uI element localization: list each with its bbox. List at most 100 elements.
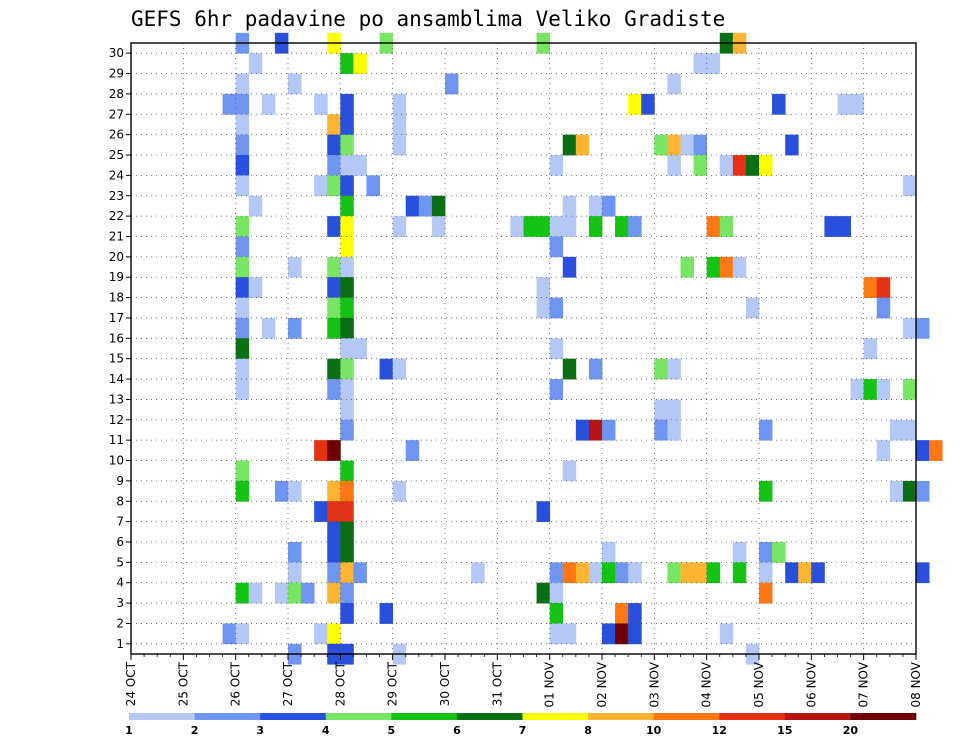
heatmap-cell — [392, 216, 407, 237]
heatmap-cell — [588, 195, 603, 217]
heatmap-cell — [340, 582, 354, 604]
heatmap-cell — [680, 256, 694, 278]
heatmap-cell — [916, 480, 930, 502]
heatmap-cell — [667, 73, 681, 95]
heatmap-cell — [235, 480, 250, 502]
heatmap-cell — [876, 297, 891, 319]
heatmap-cell — [288, 562, 302, 584]
heatmap-cell — [549, 155, 564, 176]
heatmap-cell — [327, 134, 341, 156]
heatmap-cells — [222, 32, 943, 665]
heatmap-cell — [876, 379, 891, 400]
heatmap-cell — [340, 379, 354, 400]
heatmap-cell — [693, 134, 708, 156]
heatmap-cell — [667, 562, 681, 584]
heatmap-cell — [340, 358, 354, 380]
heatmap-cell — [706, 256, 721, 278]
heatmap-cell — [536, 277, 551, 298]
colorbar-swatch — [653, 713, 720, 720]
heatmap-cell — [588, 562, 603, 584]
heatmap-cell — [340, 134, 354, 156]
heatmap-cell — [615, 562, 629, 584]
y-tick-label: 14 — [109, 372, 124, 386]
y-tick-label: 5 — [116, 555, 124, 569]
heatmap-cell — [327, 480, 341, 502]
heatmap-cell — [588, 358, 603, 380]
heatmap-cell — [549, 338, 564, 360]
heatmap-cell — [327, 521, 341, 543]
heatmap-cell — [288, 256, 302, 278]
heatmap-cell — [248, 277, 263, 298]
y-tick-label: 19 — [109, 270, 124, 284]
heatmap-cell — [549, 603, 564, 624]
colorbar-label: 12 — [712, 724, 727, 737]
heatmap-cell — [379, 603, 394, 624]
heatmap-cell — [523, 216, 537, 237]
heatmap-cell — [902, 317, 917, 339]
heatmap-cell — [562, 216, 577, 237]
y-tick-label: 13 — [109, 392, 124, 406]
heatmap-cell — [706, 216, 721, 237]
heatmap-cell — [235, 175, 250, 197]
heatmap-cell — [235, 155, 250, 176]
x-tick-label: 30 OCT — [438, 661, 452, 706]
heatmap-cell — [615, 216, 629, 237]
heatmap-cell — [392, 114, 407, 136]
heatmap-cell — [327, 256, 341, 278]
heatmap-cell — [536, 297, 551, 319]
heatmap-cell — [431, 216, 446, 237]
x-tick-label: 28 OCT — [333, 661, 347, 706]
colorbar-label: 2 — [191, 724, 199, 737]
heatmap-cell — [719, 216, 734, 237]
heatmap-cell — [235, 358, 250, 380]
heatmap-cell — [340, 114, 354, 136]
heatmap-cell — [327, 216, 341, 237]
x-tick-label: 01 NOV — [543, 661, 557, 707]
colorbar-swatch — [129, 713, 195, 720]
heatmap-cell — [314, 175, 328, 197]
heatmap-cell — [759, 419, 773, 441]
heatmap-cell — [863, 277, 878, 298]
heatmap-cell — [693, 562, 708, 584]
heatmap-cell — [562, 256, 577, 278]
heatmap-cell — [654, 419, 668, 441]
heatmap-cell — [405, 195, 420, 217]
heatmap-cell — [889, 419, 904, 441]
heatmap-cell — [327, 297, 341, 319]
heatmap-cell — [314, 440, 328, 461]
heatmap-cell — [261, 93, 276, 115]
y-tick-label: 10 — [109, 454, 124, 468]
heatmap-cell — [562, 623, 577, 645]
colorbar-swatch — [588, 713, 654, 720]
heatmap-cell — [274, 480, 289, 502]
heatmap-cell — [314, 501, 328, 523]
heatmap-cell — [863, 379, 878, 400]
heatmap-cell — [615, 603, 629, 624]
heatmap-cell — [222, 93, 237, 115]
heatmap-cell — [759, 582, 773, 604]
x-tick-label: 31 OCT — [490, 661, 504, 706]
heatmap-cell — [667, 399, 681, 421]
x-tick-label: 24 OCT — [124, 661, 138, 706]
x-tick-label: 29 OCT — [386, 661, 400, 706]
heatmap-cell — [549, 379, 564, 400]
heatmap-cell — [732, 562, 747, 584]
y-tick-label: 12 — [109, 413, 124, 427]
heatmap-cell — [654, 358, 668, 380]
heatmap-cell — [288, 541, 302, 563]
heatmap-cell — [837, 216, 851, 237]
colorbar-swatch — [391, 713, 458, 720]
x-tick-label: 27 OCT — [281, 661, 295, 706]
colorbar-label: 7 — [519, 724, 527, 737]
colorbar-swatch — [194, 713, 261, 720]
heatmap-cell — [706, 53, 721, 74]
heatmap-cell — [235, 317, 250, 339]
heatmap-cell — [327, 358, 341, 380]
heatmap-cell — [628, 603, 642, 624]
heatmap-cell — [667, 419, 681, 441]
heatmap-cell — [628, 93, 642, 115]
heatmap-cell — [340, 155, 354, 176]
heatmap-cell — [719, 256, 734, 278]
heatmap-cell — [235, 582, 250, 604]
heatmap-cell — [732, 155, 747, 176]
